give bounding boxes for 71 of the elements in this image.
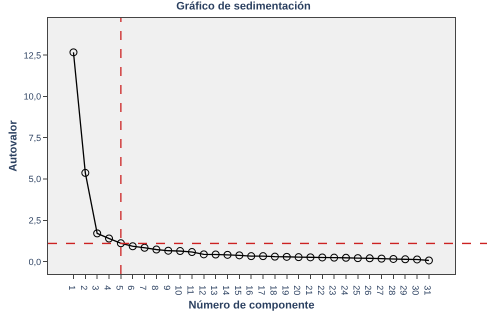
x-tick-label: 11 [185, 285, 196, 295]
y-tick-label: 0,0 [28, 256, 42, 267]
point [69, 48, 78, 56]
point [152, 246, 160, 254]
x-tick-label: 31 [422, 285, 432, 296]
point [282, 252, 291, 261]
point [188, 248, 196, 256]
point [212, 250, 220, 259]
x-tick-label: 2 [78, 285, 89, 290]
x-tick-label: 13 [209, 285, 220, 296]
x-tick-label: 20 [292, 285, 302, 296]
point [93, 229, 102, 238]
point [81, 168, 90, 177]
x-axis-title: Número de componente [188, 300, 314, 312]
point [354, 254, 362, 262]
x-tick-label: 7 [138, 285, 148, 290]
x-tick-label: 27 [375, 285, 386, 296]
y-tick-label: 10,0 [24, 92, 42, 102]
point [378, 254, 386, 263]
point [389, 254, 398, 263]
point [413, 255, 422, 264]
x-tick-label: 3 [90, 285, 101, 290]
point [259, 252, 268, 260]
point [342, 254, 350, 262]
point [306, 253, 314, 262]
point [140, 244, 149, 252]
point [116, 239, 125, 248]
y-tick-label: 7,5 [28, 132, 42, 143]
x-tick-label: 1 [66, 285, 77, 290]
x-tick-label: 16 [244, 285, 255, 296]
x-tick-label: 23 [328, 285, 338, 296]
x-tick-label: 12 [197, 285, 208, 296]
x-tick-label: 6 [126, 285, 136, 290]
x-tick-label: 9 [162, 285, 172, 290]
point [176, 247, 184, 256]
point [200, 250, 208, 258]
point [235, 251, 244, 260]
x-tick-label: 24 [339, 285, 350, 296]
x-tick-label: 14 [221, 285, 232, 296]
point [330, 254, 338, 262]
x-tick-label: 18 [268, 285, 278, 296]
x-tick-label: 15 [232, 285, 243, 296]
point [247, 252, 256, 260]
x-tick-label: 28 [386, 285, 397, 296]
x-tick-label: 17 [256, 285, 267, 296]
point [401, 255, 410, 264]
y-tick-label: 2,5 [28, 215, 42, 226]
point [224, 250, 232, 259]
chart-title: Gráfico de sedimentación [176, 0, 312, 12]
point [424, 256, 433, 264]
y-axis-title: Autovalor [7, 120, 20, 172]
x-tick-label: 8 [150, 285, 160, 290]
x-tick-label: 22 [316, 285, 326, 296]
point [318, 253, 326, 262]
point [105, 234, 114, 242]
point [294, 253, 303, 262]
x-tick-label: 4 [102, 285, 113, 290]
point [128, 242, 137, 250]
y-tick-label: 5,0 [28, 174, 42, 184]
x-tick-label: 5 [114, 285, 124, 290]
x-tick-label: 26 [363, 285, 374, 296]
x-tick-label: 21 [304, 285, 314, 296]
point [164, 246, 172, 255]
y-tick-label: 12,5 [24, 50, 42, 60]
x-tick-label: 25 [351, 285, 362, 296]
point [270, 252, 279, 261]
x-tick-label: 10 [174, 285, 184, 296]
x-tick-label: 29 [398, 285, 409, 296]
point [366, 254, 374, 262]
x-tick-label: 19 [280, 285, 290, 296]
x-tick-label: 30 [410, 285, 421, 296]
